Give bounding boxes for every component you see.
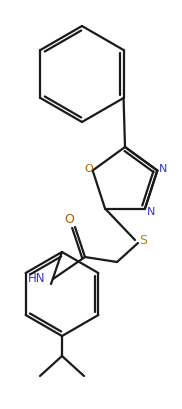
Text: HN: HN <box>27 271 45 284</box>
Text: O: O <box>84 164 93 174</box>
Text: N: N <box>159 164 167 174</box>
Text: O: O <box>64 213 74 226</box>
Text: S: S <box>139 234 147 247</box>
Text: N: N <box>147 206 155 216</box>
